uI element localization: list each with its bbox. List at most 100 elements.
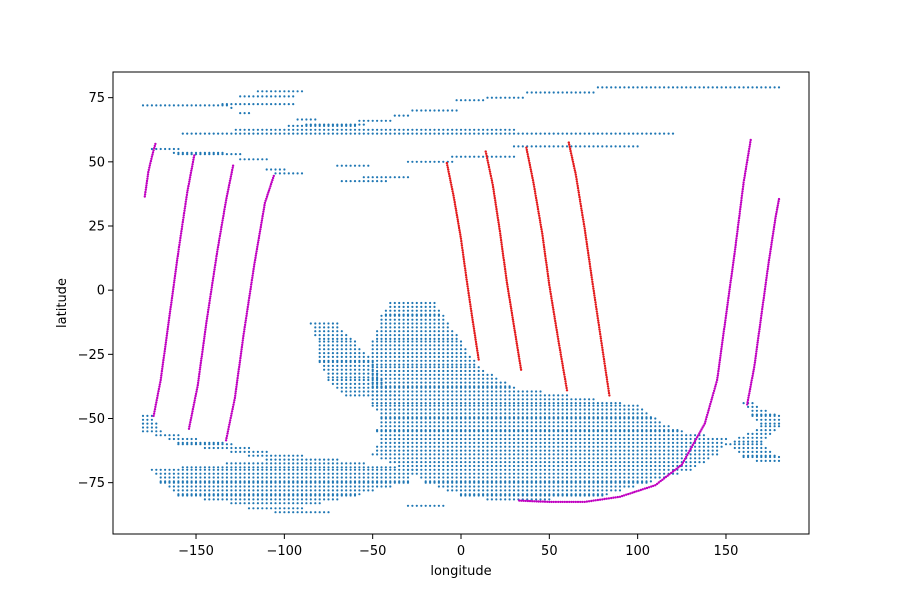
grid-point bbox=[649, 468, 653, 471]
grid-point bbox=[442, 355, 445, 358]
grid-point bbox=[393, 461, 396, 464]
grid-point bbox=[596, 425, 600, 428]
grid-point bbox=[592, 449, 595, 452]
grid-point bbox=[618, 404, 622, 407]
grid-point bbox=[539, 402, 542, 405]
grid-point bbox=[583, 476, 586, 479]
grid-point bbox=[318, 468, 321, 471]
grid-point bbox=[618, 489, 622, 492]
grid-point bbox=[512, 453, 516, 456]
grid-point bbox=[490, 132, 493, 135]
grid-point bbox=[345, 466, 348, 469]
grid-point bbox=[353, 180, 357, 183]
grid-point bbox=[340, 334, 343, 337]
grid-point bbox=[557, 476, 560, 479]
grid-point bbox=[512, 128, 516, 131]
grid-point bbox=[221, 466, 224, 469]
track-point bbox=[501, 247, 504, 251]
grid-point bbox=[331, 368, 334, 371]
grid-point bbox=[557, 468, 560, 471]
grid-point bbox=[424, 398, 427, 401]
grid-point bbox=[486, 128, 489, 131]
track-point bbox=[534, 194, 537, 197]
grid-point bbox=[429, 366, 432, 369]
grid-point bbox=[314, 118, 317, 121]
grid-point bbox=[371, 363, 374, 366]
grid-point bbox=[230, 468, 233, 471]
grid-point bbox=[212, 104, 215, 107]
grid-point bbox=[654, 445, 657, 448]
grid-point bbox=[579, 417, 582, 420]
grid-point bbox=[345, 355, 348, 358]
grid-point bbox=[402, 417, 405, 420]
track-point bbox=[457, 222, 460, 225]
grid-point bbox=[190, 466, 193, 469]
grid-point bbox=[539, 145, 542, 148]
grid-point bbox=[592, 437, 595, 441]
grid-point bbox=[287, 128, 290, 131]
grid-point bbox=[490, 445, 493, 448]
track-point bbox=[703, 422, 706, 425]
grid-point bbox=[172, 468, 175, 471]
grid-point bbox=[521, 390, 524, 393]
grid-point bbox=[398, 348, 401, 351]
track-point bbox=[455, 211, 458, 215]
grid-point bbox=[561, 398, 564, 401]
grid-point bbox=[610, 402, 613, 405]
grid-point bbox=[318, 472, 321, 475]
track-point bbox=[559, 500, 562, 504]
track-point bbox=[657, 481, 660, 484]
grid-point bbox=[398, 468, 401, 471]
grid-point bbox=[234, 502, 237, 505]
grid-point bbox=[376, 355, 379, 358]
grid-point bbox=[420, 348, 423, 351]
grid-point bbox=[270, 502, 273, 505]
grid-point bbox=[680, 449, 683, 452]
grid-point bbox=[486, 489, 489, 492]
grid-point bbox=[645, 449, 648, 452]
grid-point bbox=[658, 437, 661, 441]
grid-point bbox=[521, 425, 524, 428]
grid-point bbox=[402, 390, 405, 393]
grid-point bbox=[482, 485, 485, 488]
grid-point bbox=[393, 417, 396, 420]
grid-point bbox=[504, 457, 507, 460]
grid-point bbox=[579, 468, 582, 471]
grid-point bbox=[486, 449, 489, 452]
track-point bbox=[256, 241, 260, 244]
grid-point bbox=[654, 417, 657, 420]
grid-point bbox=[477, 434, 480, 437]
grid-point bbox=[557, 464, 560, 468]
track-point bbox=[185, 193, 189, 197]
grid-point bbox=[751, 455, 754, 459]
grid-point bbox=[601, 485, 604, 488]
grid-point bbox=[225, 132, 228, 135]
grid-point bbox=[561, 453, 564, 456]
track-point bbox=[584, 234, 587, 237]
track-point bbox=[719, 350, 723, 353]
grid-point bbox=[451, 377, 454, 380]
grid-point bbox=[420, 504, 423, 507]
track-point bbox=[463, 264, 466, 268]
grid-point bbox=[415, 445, 418, 448]
grid-point bbox=[543, 494, 547, 497]
grid-point bbox=[508, 437, 511, 441]
grid-point bbox=[358, 462, 361, 465]
grid-point bbox=[367, 164, 370, 167]
track-point bbox=[143, 193, 147, 196]
grid-point bbox=[512, 481, 516, 484]
grid-point bbox=[504, 461, 507, 464]
track-point bbox=[563, 373, 566, 376]
grid-point bbox=[477, 377, 480, 380]
grid-point bbox=[565, 489, 569, 492]
track-point bbox=[724, 314, 728, 317]
grid-point bbox=[773, 429, 776, 432]
track-point bbox=[538, 219, 542, 222]
grid-point bbox=[764, 432, 767, 435]
track-point bbox=[248, 292, 252, 295]
grid-point bbox=[535, 425, 538, 428]
grid-point bbox=[265, 502, 268, 505]
grid-point bbox=[420, 386, 423, 389]
grid-point bbox=[239, 158, 242, 161]
grid-point bbox=[437, 363, 440, 366]
